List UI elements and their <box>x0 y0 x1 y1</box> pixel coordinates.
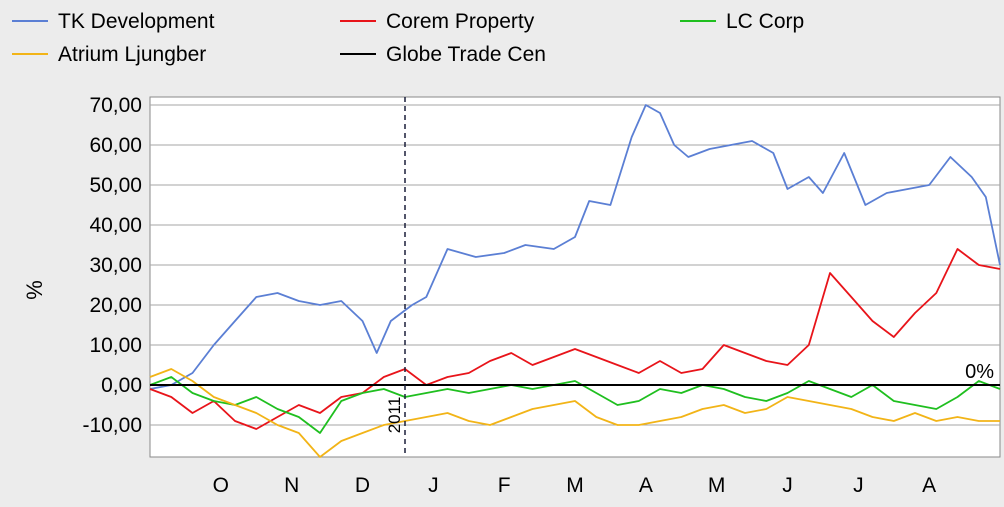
x-tick-label: D <box>355 474 370 497</box>
y-tick-label: 0,00 <box>101 374 142 397</box>
legend-entry: Globe Trade Cen <box>386 43 546 66</box>
y-axis-label: % <box>22 280 47 300</box>
legend: TK Development Corem Property LC Corp Atriu… <box>12 10 804 66</box>
x-tick-label: J <box>853 474 864 497</box>
x-tick-label: N <box>284 474 299 497</box>
x-tick-label: J <box>428 474 439 497</box>
series-line <box>149 248 1001 430</box>
x-tick-label: O <box>213 474 229 497</box>
legend-entry: Corem Property <box>386 10 535 33</box>
axes: 70,00 60,00 50,00 40,00 30,00 20,00 10,00 0,00 -… <box>22 94 936 497</box>
y-tick-label: 60,00 <box>89 134 142 157</box>
x-tick-label: M <box>566 474 584 497</box>
plot-area <box>149 96 1001 458</box>
x-tick-label: M <box>708 474 726 497</box>
y-tick-label: -10,00 <box>82 414 142 437</box>
y-tick-label: 20,00 <box>89 294 142 317</box>
x-tick-label: F <box>498 474 511 497</box>
series-line <box>149 104 1001 390</box>
legend-entry: TK Development <box>58 10 215 33</box>
y-tick-label: 30,00 <box>89 254 142 277</box>
year-label: 2011 <box>385 397 404 434</box>
series-line <box>149 368 1000 458</box>
legend-entry: LC Corp <box>726 10 804 33</box>
zero-label: 0% <box>965 361 994 383</box>
x-tick-label: A <box>639 474 653 497</box>
y-tick-label: 40,00 <box>89 214 142 237</box>
y-tick-label: 70,00 <box>89 94 142 117</box>
series-line <box>149 376 1001 434</box>
legend-entry: Atrium Ljungber <box>58 43 206 66</box>
x-tick-label: J <box>782 474 793 497</box>
y-tick-label: 50,00 <box>89 174 142 197</box>
x-tick-label: A <box>922 474 936 497</box>
series-lines <box>149 104 1001 458</box>
annotations: 0% 2011 <box>150 97 1000 457</box>
y-tick-label: 10,00 <box>89 334 142 357</box>
